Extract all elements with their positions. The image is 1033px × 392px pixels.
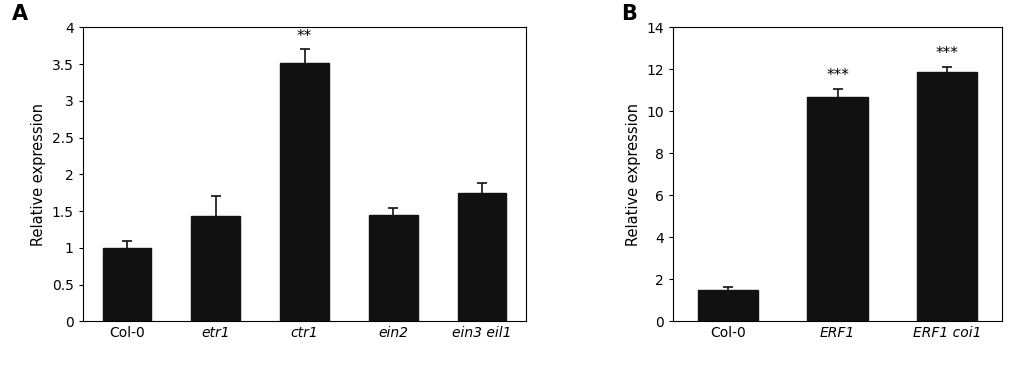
Text: ***: *** [936,46,959,61]
Bar [917,71,977,321]
Bar [280,63,328,321]
Text: ***: *** [826,68,849,83]
Y-axis label: Relative expression: Relative expression [626,103,641,246]
Bar [191,216,241,321]
Text: **: ** [296,29,312,44]
Bar [102,248,152,321]
Text: B: B [621,4,636,24]
Bar [458,193,506,321]
Bar [369,215,417,321]
Bar [808,97,868,321]
Bar [698,290,758,321]
Text: A: A [11,4,28,24]
Y-axis label: Relative expression: Relative expression [31,103,46,246]
